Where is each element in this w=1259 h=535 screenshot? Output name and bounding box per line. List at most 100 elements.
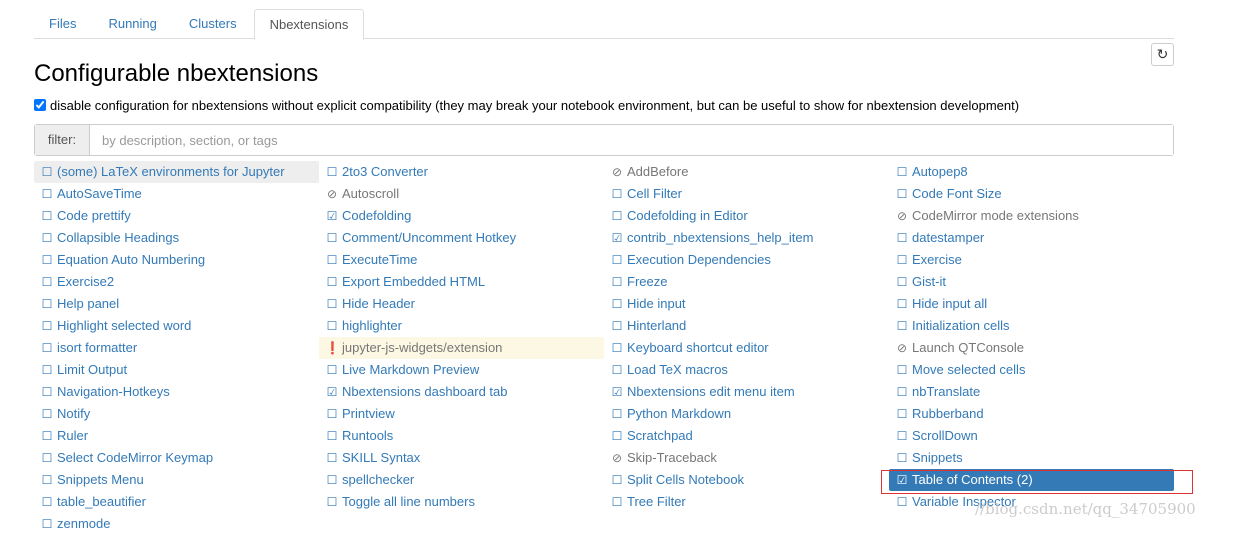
- nbextension-name: Move selected cells: [912, 362, 1026, 377]
- nbextension-item[interactable]: ☐ Exercise2: [34, 271, 319, 293]
- nbextension-item[interactable]: ☑ Table of Contents (2): [889, 469, 1174, 491]
- checkbox-unchecked-icon: ☐: [326, 363, 338, 377]
- nbextension-item[interactable]: ☐ Load TeX macros: [604, 359, 889, 381]
- nbextension-name: ScrollDown: [912, 428, 978, 443]
- nbextension-item[interactable]: ☑ Nbextensions edit menu item: [604, 381, 889, 403]
- nbextension-item[interactable]: ☐ Initialization cells: [889, 315, 1174, 337]
- nbextension-item[interactable]: ☐ Code Font Size: [889, 183, 1174, 205]
- nbextension-name: Exercise2: [57, 274, 115, 289]
- nbextension-item[interactable]: ☐ datestamper: [889, 227, 1174, 249]
- checkbox-unchecked-icon: ☐: [41, 165, 53, 179]
- nbextension-item[interactable]: ☐ Equation Auto Numbering: [34, 249, 319, 271]
- tab-running[interactable]: Running: [108, 16, 157, 31]
- checkbox-unchecked-icon: ☐: [611, 253, 623, 267]
- nbextension-item[interactable]: ☐ Snippets: [889, 447, 1174, 469]
- nbextension-item[interactable]: ☐ Scratchpad: [604, 425, 889, 447]
- nbextension-item[interactable]: ☐ Collapsible Headings: [34, 227, 319, 249]
- nbextension-item[interactable]: ☐ Exercise: [889, 249, 1174, 271]
- checkbox-unchecked-icon: ☐: [611, 429, 623, 443]
- checkbox-unchecked-icon: ☐: [41, 231, 53, 245]
- nbextension-item[interactable]: ☐ Split Cells Notebook: [604, 469, 889, 491]
- nbextension-item[interactable]: ⊘ Skip-Traceback: [604, 447, 889, 469]
- nbextension-item[interactable]: ☐ Snippets Menu: [34, 469, 319, 491]
- nbextension-item[interactable]: ☐ Execution Dependencies: [604, 249, 889, 271]
- nbextension-name: Highlight selected word: [57, 318, 192, 333]
- nbextension-item[interactable]: ☐ highlighter: [319, 315, 604, 337]
- nbextension-item[interactable]: ☐ isort formatter: [34, 337, 319, 359]
- nbextension-item[interactable]: ⊘ CodeMirror mode extensions: [889, 205, 1174, 227]
- nbextension-item[interactable]: ☐ Navigation-Hotkeys: [34, 381, 319, 403]
- nbextension-name: Notify: [57, 406, 91, 421]
- nbextension-item[interactable]: ☐ 2to3 Converter: [319, 161, 604, 183]
- nbextension-item[interactable]: ☐ Move selected cells: [889, 359, 1174, 381]
- nbextension-name: Variable Inspector: [912, 494, 1016, 509]
- nbextension-item[interactable]: ☐ ExecuteTime: [319, 249, 604, 271]
- checkbox-unchecked-icon: ☐: [896, 165, 908, 179]
- nbextension-item[interactable]: ☐ zenmode: [34, 513, 319, 535]
- nbextension-item[interactable]: ☐ Live Markdown Preview: [319, 359, 604, 381]
- nbextension-item[interactable]: ☐ ScrollDown: [889, 425, 1174, 447]
- nbextension-name: Python Markdown: [627, 406, 732, 421]
- nav-tabs: Files Running Clusters Nbextensions: [34, 9, 1174, 40]
- nbextension-item[interactable]: ☐ AutoSaveTime: [34, 183, 319, 205]
- warning-icon: ❗: [325, 341, 340, 355]
- nbextension-item[interactable]: ☐ Python Markdown: [604, 403, 889, 425]
- nbextension-item[interactable]: ☑ Nbextensions dashboard tab: [319, 381, 604, 403]
- compat-checkbox[interactable]: [34, 99, 46, 111]
- nbextension-item[interactable]: ☐ table_beautifier: [34, 491, 319, 513]
- nbextension-name: Codefolding in Editor: [627, 208, 748, 223]
- nbextension-item[interactable]: ⊘ AddBefore: [604, 161, 889, 183]
- nbextension-name: Toggle all line numbers: [342, 494, 475, 509]
- ban-icon: ⊘: [896, 209, 908, 223]
- nbextension-item[interactable]: ☐ Highlight selected word: [34, 315, 319, 337]
- nbextension-item[interactable]: ☐ Tree Filter: [604, 491, 889, 513]
- nbextension-item[interactable]: ☐ Freeze: [604, 271, 889, 293]
- nbextension-column: ⊘ AddBefore ☐ Cell Filter ☐ Codefolding in Ed…: [604, 161, 889, 513]
- nbextension-item[interactable]: ☐ Variable Inspector: [889, 491, 1174, 513]
- nbextension-name: Hide input: [627, 296, 686, 311]
- nbextension-item[interactable]: ☑ contrib_nbextensions_help_item: [604, 227, 889, 249]
- nbextension-item[interactable]: ☐ spellchecker: [319, 469, 604, 491]
- nbextension-item[interactable]: ☐ Printview: [319, 403, 604, 425]
- checkbox-unchecked-icon: ☐: [41, 275, 53, 289]
- checkbox-unchecked-icon: ☐: [41, 451, 53, 465]
- nbextension-item[interactable]: ⊘ Autoscroll: [319, 183, 604, 205]
- nbextension-item[interactable]: ☐ Runtools: [319, 425, 604, 447]
- refresh-button[interactable]: ↻: [1151, 43, 1174, 66]
- nbextension-name: Printview: [342, 406, 395, 421]
- nbextension-item[interactable]: ☐ Code prettify: [34, 205, 319, 227]
- nbextension-item[interactable]: ☐ SKILL Syntax: [319, 447, 604, 469]
- nbextension-item[interactable]: ☐ Help panel: [34, 293, 319, 315]
- nbextension-item[interactable]: ☐ Ruler: [34, 425, 319, 447]
- tab-clusters[interactable]: Clusters: [188, 16, 237, 31]
- nbextension-item[interactable]: ☐ Select CodeMirror Keymap: [34, 447, 319, 469]
- filter-input[interactable]: [90, 125, 1173, 155]
- nbextension-item[interactable]: ☐ Gist-it: [889, 271, 1174, 293]
- nbextension-item[interactable]: ☐ Rubberband: [889, 403, 1174, 425]
- nbextension-name: Equation Auto Numbering: [57, 252, 206, 267]
- nbextension-item[interactable]: ☐ Hinterland: [604, 315, 889, 337]
- tab-files[interactable]: Files: [49, 16, 77, 31]
- nbextension-item[interactable]: ☐ nbTranslate: [889, 381, 1174, 403]
- nbextension-item[interactable]: ☑ Codefolding: [319, 205, 604, 227]
- nbextension-item[interactable]: ☐ Autopep8: [889, 161, 1174, 183]
- nbextension-item[interactable]: ☐ Comment/Uncomment Hotkey: [319, 227, 604, 249]
- nbextension-item[interactable]: ☐ Hide input all: [889, 293, 1174, 315]
- nbextension-item[interactable]: ☐ Toggle all line numbers: [319, 491, 604, 513]
- checkbox-unchecked-icon: ☐: [41, 187, 53, 201]
- nbextension-item[interactable]: ❗ jupyter-js-widgets/extension: [319, 337, 604, 359]
- nbextension-item[interactable]: ☐ Codefolding in Editor: [604, 205, 889, 227]
- nbextension-item[interactable]: ⊘ Launch QTConsole: [889, 337, 1174, 359]
- tab-nbextensions[interactable]: Nbextensions: [253, 9, 365, 40]
- nbextension-item[interactable]: ☐ Keyboard shortcut editor: [604, 337, 889, 359]
- nbextension-item[interactable]: ☐ Notify: [34, 403, 319, 425]
- nbextension-item[interactable]: ☐ Hide Header: [319, 293, 604, 315]
- page-title: Configurable nbextensions: [34, 60, 319, 87]
- nbextension-item[interactable]: ☐ Limit Output: [34, 359, 319, 381]
- checkbox-unchecked-icon: ☐: [611, 363, 623, 377]
- nbextension-item[interactable]: ☐ Cell Filter: [604, 183, 889, 205]
- ban-icon: ⊘: [611, 165, 623, 179]
- nbextension-item[interactable]: ☐ Export Embedded HTML: [319, 271, 604, 293]
- nbextension-item[interactable]: ☐ Hide input: [604, 293, 889, 315]
- nbextension-item[interactable]: ☐ (some) LaTeX environments for Jupyter: [34, 161, 319, 183]
